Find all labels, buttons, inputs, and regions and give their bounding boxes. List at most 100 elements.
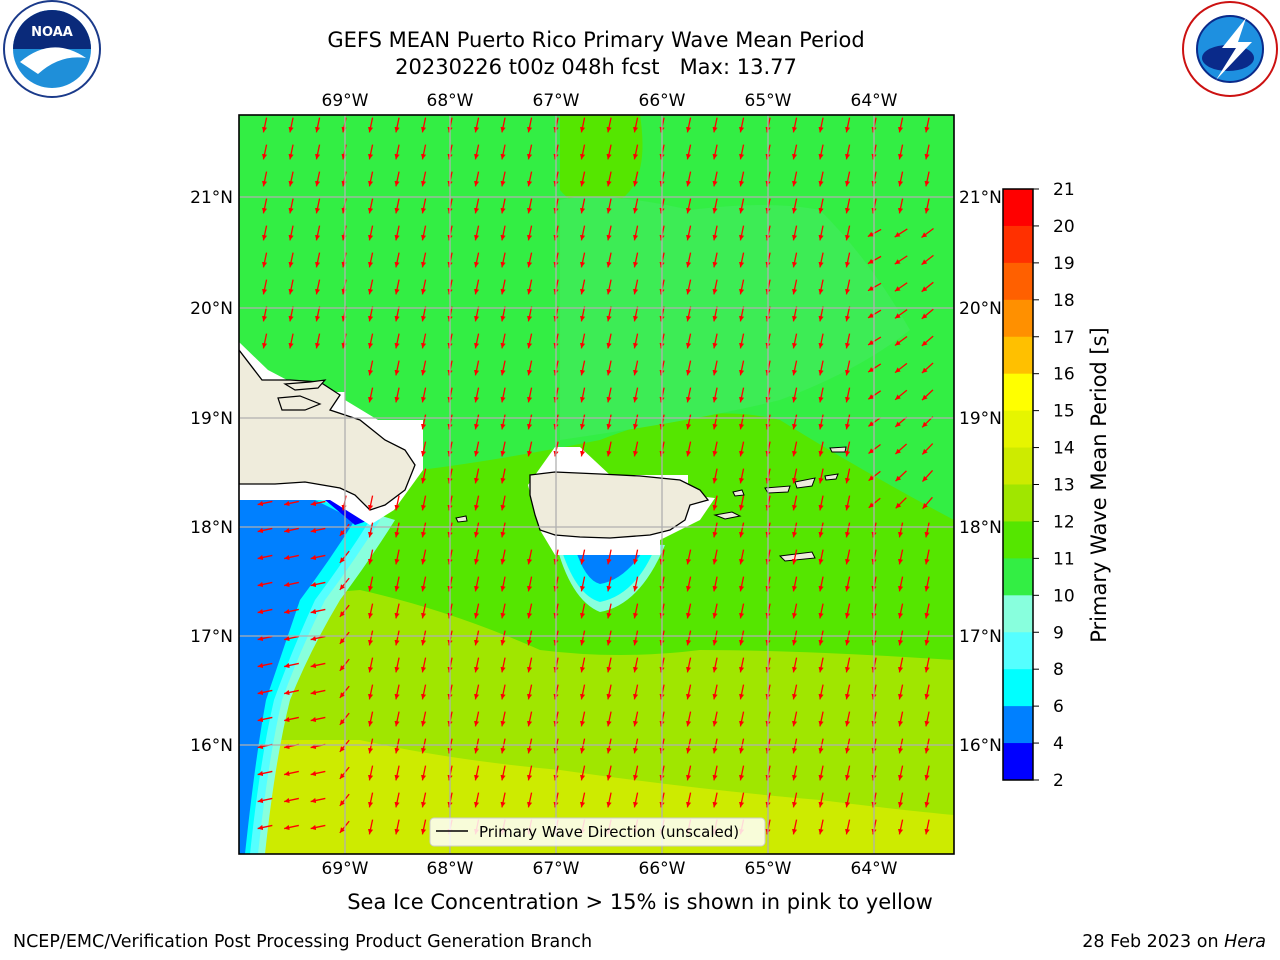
wave-arrow: [738, 765, 745, 781]
wave-arrow: [284, 635, 299, 642]
wave-arrow: [420, 522, 427, 538]
wave-arrow: [738, 657, 745, 673]
lat-label-left: 21°N: [190, 188, 233, 208]
colorbar-segment: [1003, 189, 1033, 227]
wave-arrow: [420, 171, 427, 187]
wave-arrow: [288, 306, 294, 322]
wave-arrow: [738, 279, 745, 295]
lat-labels-left: 21°N 20°N 19°N 18°N 17°N 16°N: [190, 188, 233, 756]
wave-arrow: [606, 414, 612, 430]
wave-arrow: [420, 819, 427, 835]
footer-credit: NCEP/EMC/Verification Post Processing Pr…: [13, 932, 593, 952]
wave-arrow: [288, 144, 294, 160]
wave-arrow: [420, 576, 427, 592]
wave-arrow: [367, 549, 374, 565]
wave-arrow: [632, 684, 639, 700]
lon-label-bottom: 67°W: [533, 859, 580, 879]
wave-arrow: [924, 765, 930, 781]
wave-arrow: [500, 198, 506, 214]
wave-arrow: [818, 333, 824, 349]
wave-arrow: [685, 306, 692, 322]
wave-arrow: [844, 306, 851, 322]
wave-arrow: [579, 387, 586, 403]
wave-arrow: [712, 684, 718, 700]
graticule: [239, 115, 954, 854]
wave-arrow: [606, 657, 612, 673]
wave-arrow: [606, 252, 612, 268]
wave-arrow: [526, 792, 533, 808]
colorbar-tick-label: 20: [1053, 217, 1075, 237]
wave-arrow: [921, 362, 934, 374]
wave-arrow: [473, 576, 480, 592]
wave-arrow: [526, 738, 533, 754]
wave-arrow: [738, 684, 745, 700]
wave-arrow: [924, 144, 930, 160]
wave-arrow: [257, 581, 273, 588]
wave-arrow: [712, 279, 718, 295]
wave-arrow: [500, 576, 506, 592]
wave-arrow: [579, 765, 586, 781]
wave-arrow: [924, 549, 930, 565]
wave-arrow: [685, 414, 692, 430]
wave-arrow: [500, 630, 506, 646]
wave-arrow: [310, 500, 326, 507]
wave-arrow: [791, 495, 798, 511]
wave-arrow: [579, 684, 586, 700]
wave-arrow: [257, 770, 273, 777]
wave-arrow: [738, 441, 745, 457]
wave-arrow: [924, 630, 930, 646]
wave-arrow: [712, 144, 718, 160]
wave-arrow: [367, 630, 374, 646]
wave-arrow: [921, 389, 934, 401]
wave-arrow: [257, 689, 273, 696]
wave-arrow: [924, 657, 930, 673]
wave-arrow: [420, 738, 427, 754]
wave-arrow: [897, 117, 904, 133]
wave-arrow: [420, 792, 427, 808]
wave-arrow: [579, 738, 586, 754]
wave-arrow: [791, 117, 798, 133]
wave-arrow: [738, 387, 745, 403]
wave-arrow: [526, 198, 533, 214]
wave-arrow: [526, 603, 533, 619]
wave-arrow: [500, 657, 506, 673]
wave-arrow: [473, 792, 480, 808]
wave-arrow: [310, 608, 326, 615]
lat-label-left: 17°N: [190, 627, 233, 647]
wave-arrow: [897, 684, 904, 700]
wave-arrow: [685, 711, 692, 727]
wave-arrow: [632, 279, 639, 295]
wave-arrow: [579, 117, 586, 133]
wave-arrow: [894, 416, 908, 428]
wave-arrow: [288, 198, 294, 214]
colorbar-tick-label: 18: [1053, 291, 1075, 311]
wave-arrow: [894, 228, 908, 238]
wave-arrow: [897, 522, 904, 538]
wave-arrow: [526, 333, 533, 349]
wave-arrow: [473, 198, 480, 214]
wave-arrow: [818, 819, 824, 835]
wave-arrow: [500, 144, 506, 160]
wave-arrow: [284, 689, 299, 696]
lon-labels-bottom: 69°W 68°W 67°W 66°W 65°W 64°W: [322, 859, 898, 879]
wave-arrow: [420, 495, 427, 511]
wave-arrow: [500, 603, 506, 619]
wave-arrow: [632, 414, 639, 430]
wave-arrow: [897, 765, 904, 781]
wave-arrow: [921, 470, 934, 482]
wave-arrow: [712, 441, 718, 457]
wave-arrow: [897, 738, 904, 754]
wave-arrow: [738, 306, 745, 322]
wave-arrow: [500, 792, 506, 808]
wave-arrow: [526, 711, 533, 727]
wave-arrow: [394, 171, 400, 187]
wave-arrow: [685, 387, 692, 403]
wave-arrow: [921, 443, 934, 455]
wave-arrow: [367, 171, 374, 187]
wave-arrow: [712, 765, 718, 781]
lon-label-top: 64°W: [851, 91, 898, 111]
wave-arrow: [261, 306, 268, 322]
wave-arrow: [284, 824, 299, 831]
wave-arrow: [844, 765, 851, 781]
wave-arrow: [685, 765, 692, 781]
